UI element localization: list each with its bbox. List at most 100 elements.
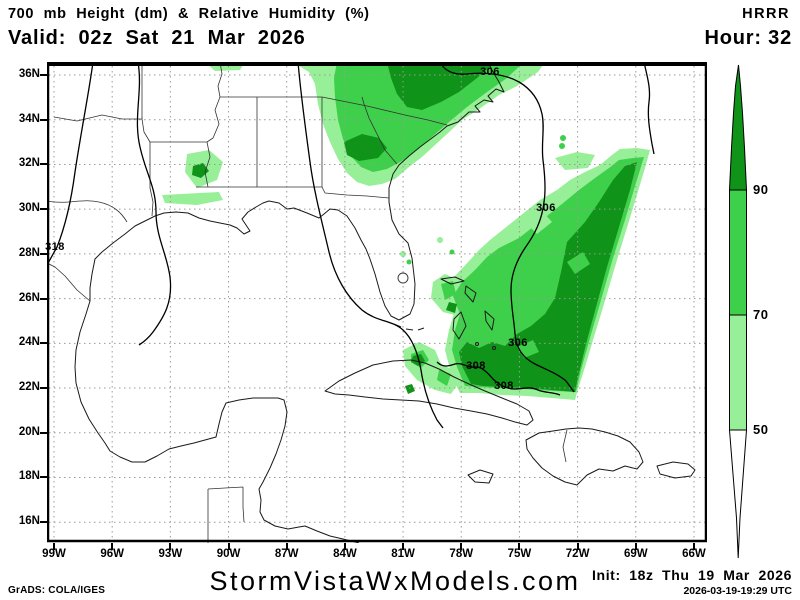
map-svg — [46, 61, 708, 544]
coastline-cuba — [324, 359, 534, 426]
lat-label: 20N — [18, 425, 40, 438]
colorbar-tick-label: 90 — [753, 182, 769, 197]
lat-tick — [40, 252, 47, 255]
coastlines — [74, 61, 696, 544]
rh90-florida-speck2 — [411, 354, 425, 366]
border-tx-la — [149, 142, 154, 217]
lon-tick — [53, 543, 55, 550]
rh-texture-blob — [555, 152, 595, 170]
lon-label: 78W — [449, 548, 474, 560]
colorbar-arrow-bottom — [728, 429, 748, 559]
rh70-florida-patch1 — [441, 281, 456, 300]
border-red-river — [53, 114, 151, 143]
border-ga-fl — [321, 186, 390, 199]
rh90-arkla-speck — [192, 163, 209, 178]
lat-tick — [40, 163, 47, 166]
border-ar-ms-river — [206, 96, 221, 143]
rh90-ne-band-core2 — [344, 134, 387, 161]
island-speck — [492, 346, 496, 350]
map-title: 700 mb Height (dm) & Relative Humidity (… — [8, 6, 370, 22]
rh-texture-blob — [567, 252, 590, 274]
lon-tick — [460, 543, 463, 550]
init-time: Init: 18z Thu 19 Mar 2026 — [592, 567, 792, 583]
lat-tick — [40, 74, 47, 76]
colorbar-seg-50-70 — [729, 314, 747, 431]
border-mississippi-river-north — [217, 61, 223, 98]
river-texas — [46, 200, 128, 223]
lat-label: 22N — [18, 381, 40, 394]
lon-tick — [576, 543, 579, 550]
coastline-puerto-rico — [656, 461, 696, 479]
coastline-hispaniola — [525, 427, 644, 486]
lon-tick — [111, 543, 114, 550]
border-savannah-river — [361, 96, 398, 165]
lat-tick — [40, 297, 47, 300]
lat-tick — [40, 521, 47, 524]
lon-tick — [227, 543, 230, 550]
rh70-speck — [559, 143, 565, 149]
rh70-speck — [406, 259, 412, 265]
colorbar-tick-label: 70 — [753, 307, 769, 322]
height-contour-label: 308 — [466, 360, 486, 372]
lat-tick — [40, 118, 47, 121]
lon-label: 93W — [158, 548, 183, 560]
rh90-atlantic-core — [459, 162, 637, 392]
contour-308 — [436, 361, 561, 396]
lat-label: 16N — [18, 515, 40, 528]
lon-tick — [169, 543, 172, 550]
lon-label: 87W — [274, 548, 299, 560]
lat-label: 26N — [18, 291, 40, 304]
lat-tick — [40, 387, 47, 390]
lon-tick — [343, 543, 346, 550]
contour-gulf — [136, 61, 172, 346]
coastline-us-mexico — [74, 61, 505, 544]
lon-tick — [692, 543, 695, 550]
lon-label: 81W — [391, 548, 415, 560]
colorbar — [728, 64, 748, 559]
grid-lines — [49, 66, 705, 541]
colorbar-arrow-top — [728, 64, 748, 191]
colorbar-seg-70-90 — [729, 189, 747, 316]
border-guatemala-mexico — [207, 486, 245, 543]
rh50-speck — [437, 237, 443, 243]
lon-label: 96W — [100, 548, 124, 560]
lon-label: 66W — [682, 548, 706, 560]
lat-label: 28N — [18, 246, 40, 259]
lon-label: 72W — [565, 548, 590, 560]
coastline-jamaica — [467, 469, 494, 484]
colorbar-tick-label: 50 — [753, 422, 769, 437]
map-frame — [46, 62, 708, 543]
lat-tick — [40, 431, 47, 434]
contour-318 — [46, 61, 94, 266]
rh70-speck — [449, 249, 455, 255]
lon-label: 69W — [623, 548, 648, 560]
rh90-florida-speck3 — [405, 384, 415, 394]
border-rio-grande — [46, 262, 91, 302]
site-watermark: StormVistaWxModels.com — [209, 566, 581, 596]
model-name: HRRR — [742, 6, 790, 22]
lat-label: 24N — [18, 336, 40, 349]
lat-label: 32N — [18, 157, 40, 170]
border-la-ms-river — [204, 141, 211, 188]
lat-label: 30N — [18, 202, 40, 215]
contour-long — [297, 61, 444, 429]
contour-306-east — [643, 61, 655, 155]
border-nc-sc — [321, 96, 448, 126]
lon-label: 84W — [333, 548, 357, 560]
height-contour-label: 306 — [536, 202, 556, 214]
lon-label: 99W — [42, 548, 66, 560]
lon-tick — [402, 543, 405, 550]
rh50-arkla-patch2 — [162, 192, 223, 205]
lat-label: 34N — [18, 112, 40, 125]
rh50-speck — [400, 251, 406, 257]
lon-tick — [518, 543, 521, 550]
lake-okeechobee — [397, 272, 409, 284]
lat-label: 18N — [18, 470, 40, 483]
lat-label: 36N — [18, 68, 40, 80]
rh70-speck — [560, 135, 566, 141]
valid-time: Valid: 02z Sat 21 Mar 2026 — [8, 27, 306, 49]
height-contour-label: 318 — [45, 241, 65, 253]
contour-306-main — [439, 61, 575, 393]
state-borders — [46, 61, 568, 543]
border-haiti-dr — [562, 429, 568, 463]
